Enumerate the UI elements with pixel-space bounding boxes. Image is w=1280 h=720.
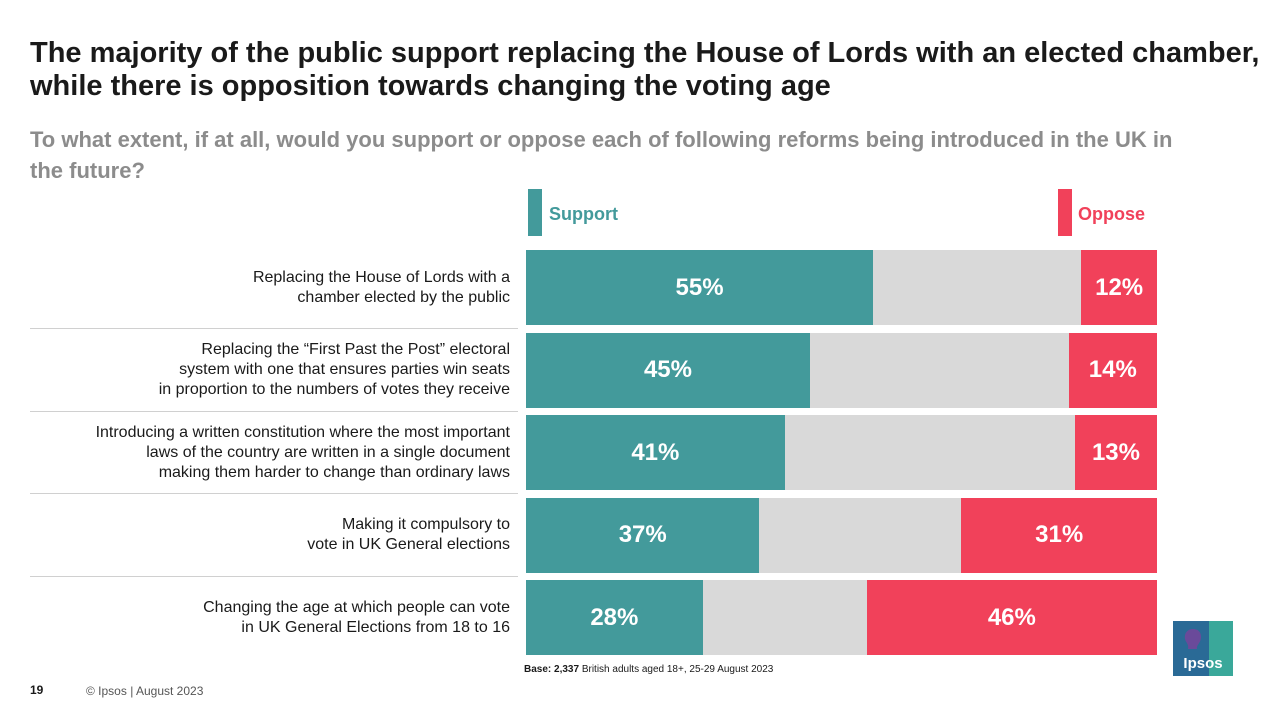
support-value-label: 55% (675, 273, 724, 301)
oppose-value-label: 14% (1088, 356, 1137, 383)
row-divider (30, 493, 518, 494)
page-number: 19 (30, 683, 44, 697)
bar-track: 28% 46% (526, 580, 1157, 655)
oppose-value-label: 31% (1035, 521, 1084, 548)
bar-support: 41% (526, 415, 785, 490)
legend-oppose-swatch (1058, 189, 1072, 236)
support-value-label: 41% (631, 438, 680, 466)
bar-track: 37% 31% (526, 497, 1157, 573)
legend-oppose-label: Oppose (1078, 204, 1146, 224)
bar-track: 55% 12% (526, 250, 1157, 325)
slide-subtitle: To what extent, if at all, would you sup… (30, 127, 1173, 183)
bar-oppose: 31% (961, 497, 1157, 573)
logo-wordmark: Ipsos (1183, 655, 1222, 672)
row-label-line: Making it compulsory to (341, 516, 510, 533)
bar-oppose: 46% (866, 580, 1157, 655)
row-label-line: Replacing the “First Past the Post” elec… (201, 341, 510, 358)
base-note-text: British adults aged 18+, 25-29 August 20… (579, 664, 774, 675)
oppose-value-label: 12% (1095, 273, 1144, 301)
row-label-line: in UK General Elections from 18 to 16 (241, 618, 510, 636)
slide-title: The majority of the public support repla… (30, 37, 1260, 102)
ipsos-logo: Ipsos (1173, 621, 1233, 676)
row-label-line: system with one that ensures parties win… (179, 361, 510, 378)
legend-support-swatch (528, 189, 542, 236)
row-label-line: in proportion to the numbers of votes th… (158, 381, 510, 398)
bar-support: 45% (526, 332, 810, 408)
row-label: Replacing the House of Lords with a chamb… (20, 250, 510, 325)
row-label-line: vote in UK General elections (307, 536, 510, 553)
row-label: Changing the age at which people can vot… (20, 580, 510, 655)
row-divider (30, 328, 518, 329)
bar-support: 28% (526, 580, 703, 655)
copyright-text: © Ipsos | August 2023 (86, 684, 204, 698)
row-label-line: chamber elected by the public (297, 288, 510, 306)
oppose-value-label: 46% (987, 603, 1036, 631)
row-label: Introducing a written constitution where… (20, 415, 510, 490)
support-value-label: 45% (643, 356, 692, 383)
row-label-line: Introducing a written constitution where… (95, 423, 510, 441)
row-label-line: making them harder to change than ordina… (158, 463, 510, 481)
bar-track: 41% 13% (526, 415, 1157, 490)
bar-support: 37% (526, 497, 760, 573)
row-label-line: Changing the age at which people can vot… (203, 598, 510, 616)
row-divider (30, 410, 518, 412)
oppose-value-label: 13% (1091, 438, 1140, 466)
row-label-line: Replacing the House of Lords with a (252, 268, 510, 286)
support-value-label: 28% (590, 603, 639, 631)
bar-oppose: 14% (1068, 332, 1157, 408)
base-note: Base: 2,337 British adults aged 18+, 25-… (524, 664, 773, 675)
row-label: Replacing the “First Past the Post” elec… (20, 333, 510, 408)
row-label-line: laws of the country are written in a sin… (146, 443, 510, 461)
bar-oppose: 12% (1081, 250, 1157, 325)
bar-support: 55% (526, 250, 874, 325)
legend-support-label: Support (549, 204, 618, 224)
support-value-label: 37% (618, 521, 667, 548)
base-note-bold: Base: 2,337 (524, 664, 580, 675)
row-divider (30, 575, 518, 577)
bar-track: 45% 14% (526, 332, 1157, 408)
bar-oppose: 13% (1074, 415, 1157, 490)
row-label: Making it compulsory to vote in UK Genera… (20, 498, 510, 573)
